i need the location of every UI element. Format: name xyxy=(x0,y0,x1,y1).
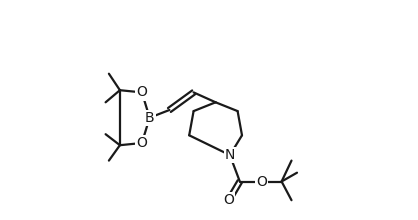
Text: O: O xyxy=(136,136,147,150)
Text: O: O xyxy=(256,174,267,189)
Text: O: O xyxy=(223,193,234,207)
Text: B: B xyxy=(145,111,154,125)
Text: O: O xyxy=(136,85,147,99)
Text: N: N xyxy=(225,148,235,162)
